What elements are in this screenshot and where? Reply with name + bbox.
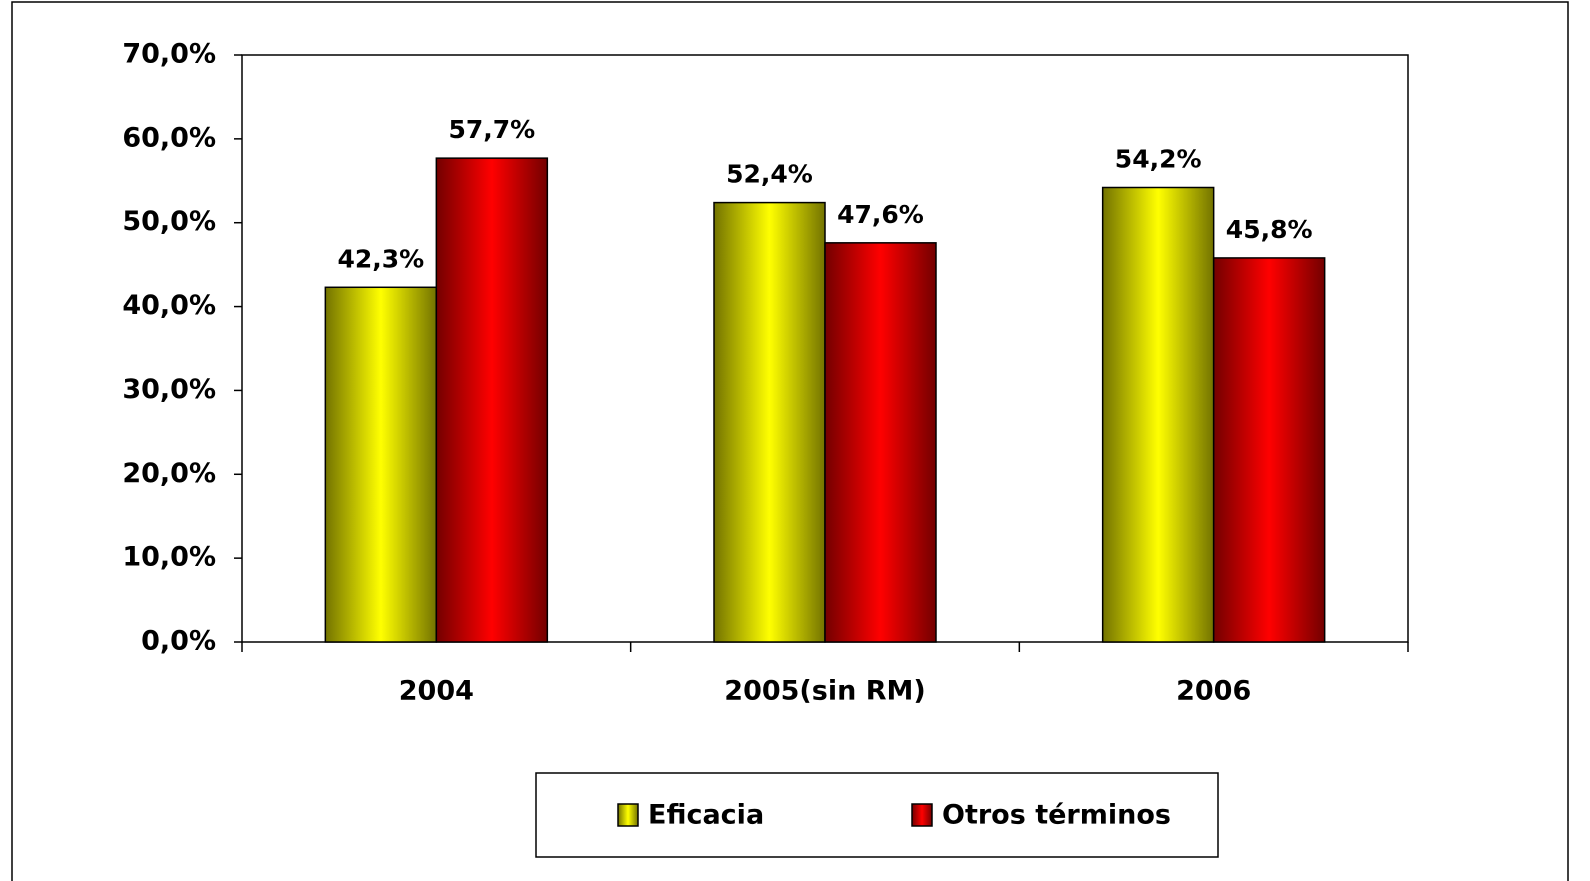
legend-swatch: [911, 803, 933, 827]
bar: [824, 242, 937, 643]
y-tick-label: 60,0%: [122, 122, 216, 153]
value-label: 57,7%: [448, 115, 535, 144]
y-tick-label: 70,0%: [122, 39, 216, 70]
value-label: 54,2%: [1115, 144, 1202, 173]
legend-label: Eficacia: [648, 800, 764, 831]
x-tick-label: 2005(sin RM): [724, 676, 925, 707]
legend-box: [535, 772, 1219, 858]
y-tick-label: 30,0%: [122, 374, 216, 405]
value-label: 52,4%: [726, 160, 813, 189]
value-label: 47,6%: [837, 200, 924, 229]
y-tick-label: 0,0%: [141, 626, 216, 657]
legend-label: Otros términos: [942, 800, 1171, 831]
y-tick-label: 40,0%: [122, 290, 216, 321]
bar: [713, 201, 826, 643]
bar: [1101, 186, 1215, 643]
bar: [1212, 257, 1326, 643]
y-tick-label: 10,0%: [122, 542, 216, 573]
y-tick-label: 20,0%: [122, 458, 216, 489]
x-tick-label: 2006: [1176, 676, 1251, 707]
x-tick-label: 2004: [399, 676, 474, 707]
value-label: 42,3%: [337, 244, 424, 273]
y-tick-label: 50,0%: [122, 206, 216, 237]
bar: [435, 157, 549, 643]
bar: [324, 286, 438, 643]
value-label: 45,8%: [1226, 215, 1313, 244]
legend-swatch: [617, 803, 639, 827]
